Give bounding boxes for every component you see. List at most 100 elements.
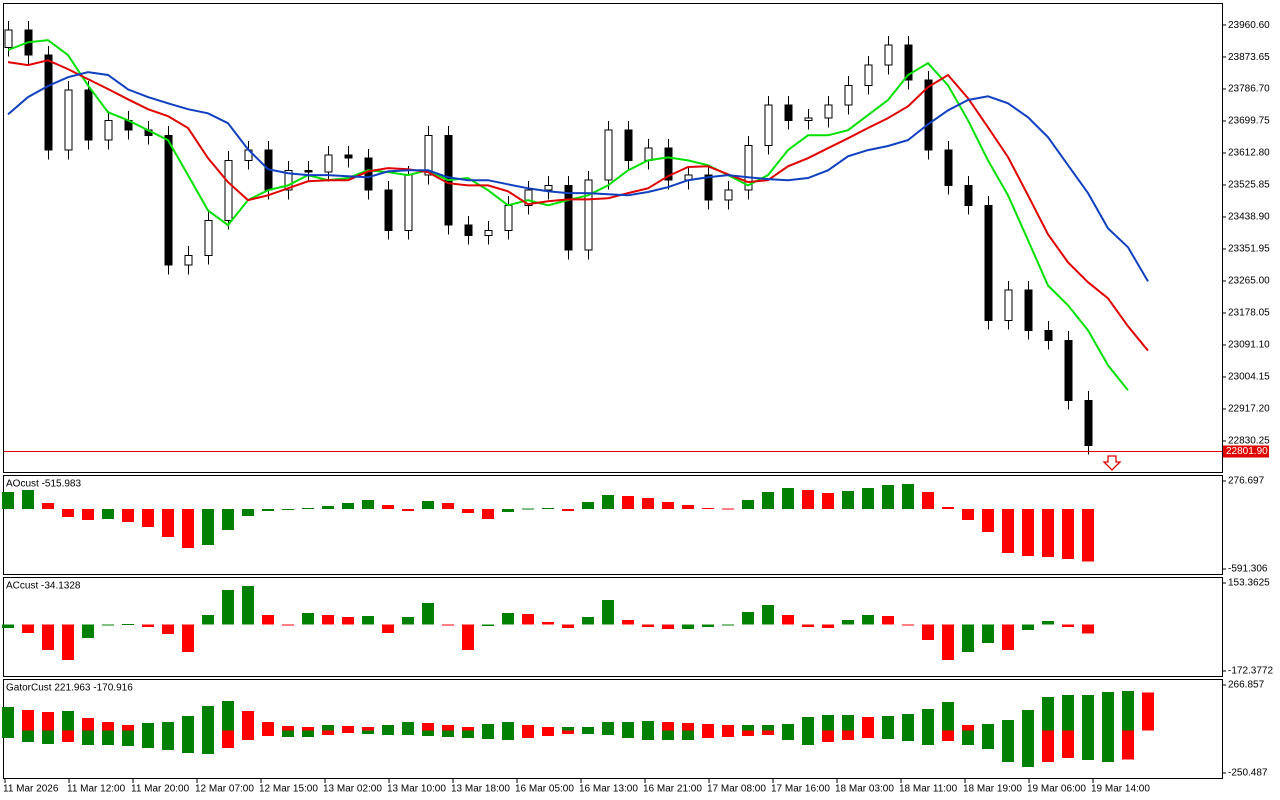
histogram-bar xyxy=(802,730,814,746)
y-tick-label: -250.487 xyxy=(1228,768,1268,779)
candle-body xyxy=(904,44,913,81)
histogram-bar xyxy=(762,604,774,625)
candle-body xyxy=(1084,399,1093,447)
x-tick-label: 18 Mar 19:00 xyxy=(963,784,1022,795)
histogram-bar xyxy=(822,714,834,731)
histogram-bar xyxy=(1002,624,1014,651)
histogram-bar xyxy=(502,509,514,513)
histogram-bar xyxy=(962,730,974,746)
histogram-bar xyxy=(742,612,754,625)
candle-body xyxy=(824,104,833,119)
histogram-bar xyxy=(842,491,854,510)
histogram-bar xyxy=(362,726,374,731)
histogram-bar xyxy=(1042,509,1054,558)
y-tick-label: -172.3772 xyxy=(1228,666,1273,677)
histogram-bar xyxy=(262,722,274,731)
x-tick-label: 12 Mar 15:00 xyxy=(259,784,318,795)
histogram-bar xyxy=(1122,730,1134,760)
histogram-bar xyxy=(602,600,614,625)
moving-average-line xyxy=(7,59,1149,352)
candle-body xyxy=(104,119,113,141)
candle-body xyxy=(504,204,513,231)
histogram-bar xyxy=(642,624,654,628)
histogram-bar xyxy=(1042,620,1054,625)
histogram-bar xyxy=(842,730,854,740)
histogram-bar xyxy=(402,730,414,735)
histogram-bar xyxy=(902,714,914,731)
histogram-bar xyxy=(642,730,654,740)
y-tick-label: 23873.65 xyxy=(1228,52,1270,63)
histogram-bar xyxy=(582,617,594,625)
histogram-bar xyxy=(742,730,754,737)
histogram-bar xyxy=(722,724,734,731)
histogram-bar xyxy=(982,723,994,731)
histogram-bar xyxy=(842,714,854,731)
x-tick-label: 16 Mar 05:00 xyxy=(515,784,574,795)
candle-body xyxy=(844,84,853,106)
histogram-bar xyxy=(322,506,334,510)
histogram-bar xyxy=(422,730,434,737)
y-tick-label: 23091.10 xyxy=(1228,340,1270,351)
histogram-bar xyxy=(382,505,394,510)
histogram-bar xyxy=(342,503,354,510)
panel-title: ACcust -34.1328 xyxy=(6,581,81,592)
histogram-bar xyxy=(202,614,214,625)
histogram-bar xyxy=(522,730,534,739)
y-tick-label: 22830.25 xyxy=(1228,436,1270,447)
x-tick-label: 13 Mar 02:00 xyxy=(323,784,382,795)
candle-body xyxy=(1024,289,1033,331)
histogram-bar xyxy=(382,730,394,735)
candle-body xyxy=(644,147,653,161)
candle-body xyxy=(1044,329,1053,341)
candle-body xyxy=(744,144,753,191)
histogram-bar xyxy=(762,724,774,731)
histogram-bar xyxy=(702,730,714,739)
candle-body xyxy=(44,54,53,151)
candle-body xyxy=(344,154,353,159)
histogram-bar xyxy=(882,730,894,740)
histogram-bar xyxy=(762,730,774,735)
histogram-bar xyxy=(62,509,74,518)
histogram-bar xyxy=(862,488,874,510)
candle-body xyxy=(64,89,73,151)
histogram-bar xyxy=(382,724,394,731)
candle-body xyxy=(224,159,233,221)
histogram-bar xyxy=(562,730,574,734)
histogram-bar xyxy=(202,509,214,546)
y-tick-label: 23960.60 xyxy=(1228,20,1270,31)
histogram-bar xyxy=(582,730,594,734)
candle-body xyxy=(204,219,213,256)
histogram-bar xyxy=(662,502,674,510)
candle-body xyxy=(624,129,633,161)
histogram-bar xyxy=(862,614,874,625)
histogram-bar xyxy=(622,722,634,731)
x-tick-label: 18 Mar 11:00 xyxy=(899,784,958,795)
x-tick-label: 13 Mar 10:00 xyxy=(387,784,446,795)
histogram-bar xyxy=(782,730,794,740)
histogram-bar xyxy=(922,624,934,641)
histogram-bar xyxy=(1022,730,1034,767)
histogram-bar xyxy=(482,723,494,731)
x-tick-label: 11 Mar 12:00 xyxy=(67,784,126,795)
histogram-bar xyxy=(682,624,694,630)
histogram-bar xyxy=(662,722,674,731)
histogram-bar xyxy=(702,508,714,510)
histogram-bar xyxy=(162,624,174,635)
panel-title: GatorCust 221.963 -170.916 xyxy=(6,683,133,694)
histogram-bar xyxy=(142,730,154,748)
histogram-bar xyxy=(142,722,154,731)
histogram-bar xyxy=(162,722,174,731)
histogram-bar xyxy=(722,624,734,626)
histogram-bar xyxy=(502,613,514,625)
histogram-bar xyxy=(302,613,314,625)
histogram-bar xyxy=(222,509,234,531)
histogram-bar xyxy=(462,730,474,739)
histogram-bar xyxy=(662,624,674,630)
histogram-bar xyxy=(542,508,554,510)
histogram-bar xyxy=(242,586,254,625)
y-tick-label: 23699.75 xyxy=(1228,116,1270,127)
histogram-bar xyxy=(862,730,874,739)
histogram-bar xyxy=(902,624,914,626)
candle-body xyxy=(304,169,313,173)
histogram-bar xyxy=(1062,695,1074,731)
